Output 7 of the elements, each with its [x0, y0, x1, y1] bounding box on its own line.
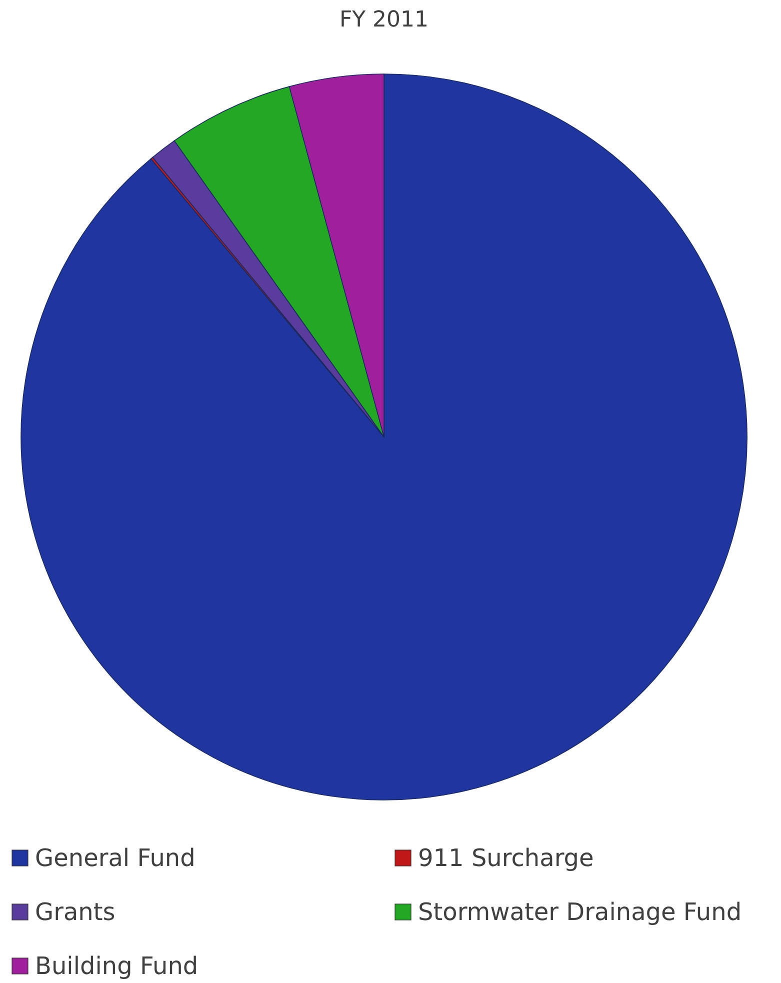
legend-label: Grants — [35, 898, 116, 926]
slice-label: General Fund — [35, 844, 196, 872]
legend-label: 911 Surcharge — [418, 844, 594, 872]
chart-title: FY 2011 — [339, 8, 429, 32]
legend-label: Building Fund — [35, 952, 198, 980]
pie-slice — [20, 74, 748, 800]
legend-label: Stormwater Drainage Fund — [418, 898, 742, 926]
